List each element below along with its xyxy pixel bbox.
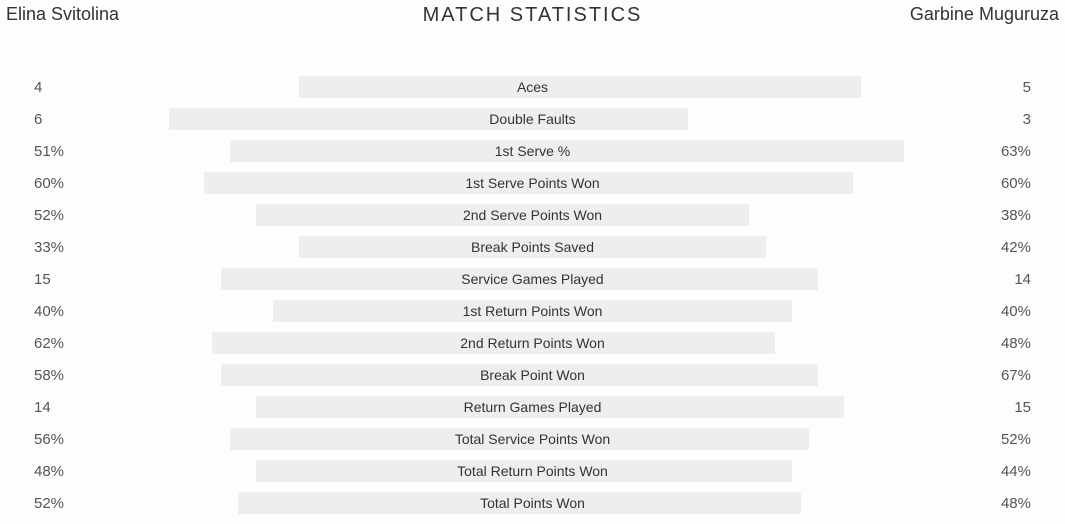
stat-bar-wrap: 2nd Return Points Won <box>100 332 965 354</box>
stat-row: 48%Total Return Points Won44% <box>30 456 1035 486</box>
stat-row: 4Aces5 <box>30 72 1035 102</box>
stat-bar-wrap: Break Point Won <box>100 364 965 386</box>
stat-value-left: 4 <box>30 79 100 96</box>
stat-value-left: 51% <box>30 143 100 160</box>
stat-bar <box>256 396 844 418</box>
stat-bar-wrap: Double Faults <box>100 108 965 130</box>
stat-bar-wrap: 1st Serve Points Won <box>100 172 965 194</box>
stat-value-right: 42% <box>965 239 1035 256</box>
stat-value-right: 15 <box>965 399 1035 416</box>
stat-bar <box>221 268 818 290</box>
stat-bar-wrap: Total Points Won <box>100 492 965 514</box>
stat-value-left: 40% <box>30 303 100 320</box>
stat-row: 58%Break Point Won67% <box>30 360 1035 390</box>
stat-value-left: 33% <box>30 239 100 256</box>
stat-value-left: 52% <box>30 207 100 224</box>
stat-value-right: 48% <box>965 495 1035 512</box>
stat-row: 15Service Games Played14 <box>30 264 1035 294</box>
stat-bar-wrap: Total Service Points Won <box>100 428 965 450</box>
stat-bar <box>230 140 905 162</box>
stat-row: 62%2nd Return Points Won48% <box>30 328 1035 358</box>
stat-value-right: 38% <box>965 207 1035 224</box>
stat-bar-wrap: 1st Return Points Won <box>100 300 965 322</box>
stat-value-right: 48% <box>965 335 1035 352</box>
stat-value-right: 60% <box>965 175 1035 192</box>
player-right-name: Garbine Muguruza <box>910 4 1059 25</box>
stat-value-left: 14 <box>30 399 100 416</box>
stat-row: 56%Total Service Points Won52% <box>30 424 1035 454</box>
stat-bar <box>221 364 818 386</box>
stat-value-left: 15 <box>30 271 100 288</box>
stat-bar <box>299 236 766 258</box>
stat-bar <box>169 108 688 130</box>
stat-value-left: 6 <box>30 111 100 128</box>
stat-value-right: 40% <box>965 303 1035 320</box>
stat-bar <box>256 460 792 482</box>
stat-bar-wrap: Aces <box>100 76 965 98</box>
stat-bar-wrap: 1st Serve % <box>100 140 965 162</box>
stat-value-left: 62% <box>30 335 100 352</box>
stat-row: 52%2nd Serve Points Won38% <box>30 200 1035 230</box>
stat-value-right: 3 <box>965 111 1035 128</box>
stat-row: 6Double Faults3 <box>30 104 1035 134</box>
stat-value-left: 48% <box>30 463 100 480</box>
stat-row: 33%Break Points Saved42% <box>30 232 1035 262</box>
stat-value-left: 52% <box>30 495 100 512</box>
stat-bar <box>204 172 853 194</box>
stat-bar-wrap: Return Games Played <box>100 396 965 418</box>
stat-row: 52%Total Points Won48% <box>30 488 1035 518</box>
stat-bar <box>299 76 861 98</box>
stat-value-left: 56% <box>30 431 100 448</box>
page-title: MATCH STATISTICS <box>0 4 1065 27</box>
stat-bar <box>238 492 800 514</box>
stat-bar <box>256 204 749 226</box>
stat-bar-wrap: 2nd Serve Points Won <box>100 204 965 226</box>
stat-row: 40%1st Return Points Won40% <box>30 296 1035 326</box>
stat-value-right: 5 <box>965 79 1035 96</box>
stat-bar <box>212 332 774 354</box>
stat-value-right: 63% <box>965 143 1035 160</box>
stat-bar-wrap: Service Games Played <box>100 268 965 290</box>
stat-value-right: 44% <box>965 463 1035 480</box>
stats-table: 4Aces56Double Faults351%1st Serve %63%60… <box>0 72 1065 518</box>
stat-value-left: 60% <box>30 175 100 192</box>
stat-bar-wrap: Total Return Points Won <box>100 460 965 482</box>
stat-bar-wrap: Break Points Saved <box>100 236 965 258</box>
stat-value-right: 67% <box>965 367 1035 384</box>
stat-bar <box>273 300 792 322</box>
stat-value-right: 52% <box>965 431 1035 448</box>
stat-row: 60%1st Serve Points Won60% <box>30 168 1035 198</box>
stat-bar <box>230 428 810 450</box>
stat-value-left: 58% <box>30 367 100 384</box>
header: Elina Svitolina MATCH STATISTICS Garbine… <box>0 0 1065 36</box>
stat-row: 51%1st Serve %63% <box>30 136 1035 166</box>
stat-row: 14Return Games Played15 <box>30 392 1035 422</box>
stat-value-right: 14 <box>965 271 1035 288</box>
